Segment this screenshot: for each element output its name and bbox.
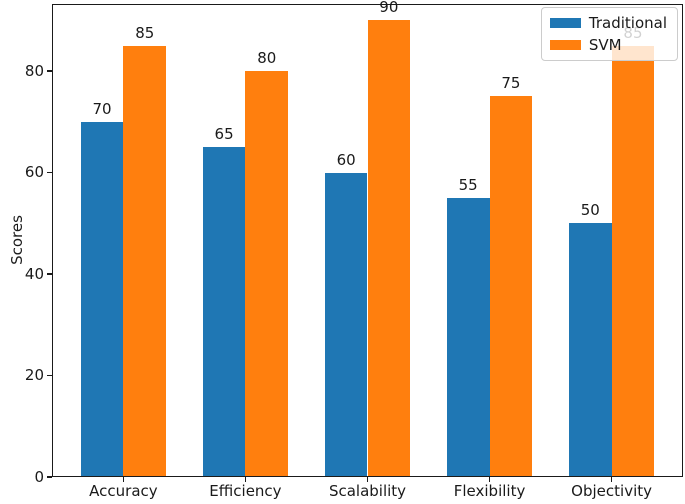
legend-item-traditional: Traditional: [549, 14, 667, 32]
legend-label-traditional: Traditional: [588, 14, 667, 32]
bar-traditional-accuracy: [80, 121, 124, 477]
x-tick-mark-scalability: [366, 477, 369, 482]
bar-traditional-flexibility: [446, 197, 490, 477]
y-tick-label-0: 0: [34, 468, 44, 486]
bar-value-svm-flexibility: 75: [501, 74, 521, 93]
bar-svm-scalability: [367, 20, 411, 477]
y-tick-mark-40: [47, 273, 52, 275]
bar-value-svm-efficiency: 80: [257, 49, 277, 67]
legend-swatch-svm: [549, 40, 581, 50]
y-tick-mark-20: [47, 374, 52, 377]
legend-swatch-traditional: [549, 18, 581, 28]
bar-svm-flexibility: [489, 96, 533, 477]
x-tick-label-flexibility: Flexibility: [453, 482, 526, 500]
bar-value-traditional-accuracy: 70: [92, 99, 112, 118]
bar-svm-accuracy: [123, 45, 167, 477]
y-tick-mark-80: [47, 70, 52, 72]
bar-traditional-scalability: [324, 172, 368, 477]
x-tick-label-accuracy: Accuracy: [89, 482, 158, 500]
x-tick-label-scalability: Scalability: [328, 482, 407, 500]
x-tick-mark-objectivity: [610, 477, 613, 482]
bar-svm-efficiency: [245, 71, 289, 477]
bar-value-traditional-flexibility: 55: [458, 175, 478, 194]
x-tick-label-efficiency: Efficiency: [209, 482, 282, 500]
x-tick-label-objectivity: Objectivity: [571, 482, 653, 500]
legend: Traditional SVM: [540, 7, 678, 61]
bar-traditional-efficiency: [202, 147, 246, 477]
legend-label-svm: SVM: [588, 36, 622, 54]
y-tick-mark-0: [47, 476, 52, 478]
legend-item-svm: SVM: [549, 36, 667, 54]
x-tick-mark-efficiency: [244, 477, 247, 482]
bar-value-traditional-efficiency: 65: [214, 125, 234, 144]
y-axis-label: Scores: [8, 215, 26, 265]
bar-svm-objectivity: [611, 45, 655, 477]
y-tick-label-40: 40: [24, 264, 44, 283]
y-tick-label-60: 60: [24, 163, 44, 182]
y-tick-label-20: 20: [24, 366, 44, 385]
bar-value-traditional-objectivity: 50: [580, 201, 600, 220]
bar-value-svm-scalability: 90: [379, 0, 399, 17]
bar-traditional-objectivity: [568, 223, 612, 477]
x-tick-mark-flexibility: [488, 477, 491, 482]
y-tick-label-80: 80: [24, 61, 44, 80]
bar-value-traditional-scalability: 60: [336, 150, 356, 169]
bar-value-svm-accuracy: 85: [135, 23, 155, 42]
y-tick-mark-60: [47, 171, 52, 174]
x-tick-mark-accuracy: [122, 477, 125, 482]
